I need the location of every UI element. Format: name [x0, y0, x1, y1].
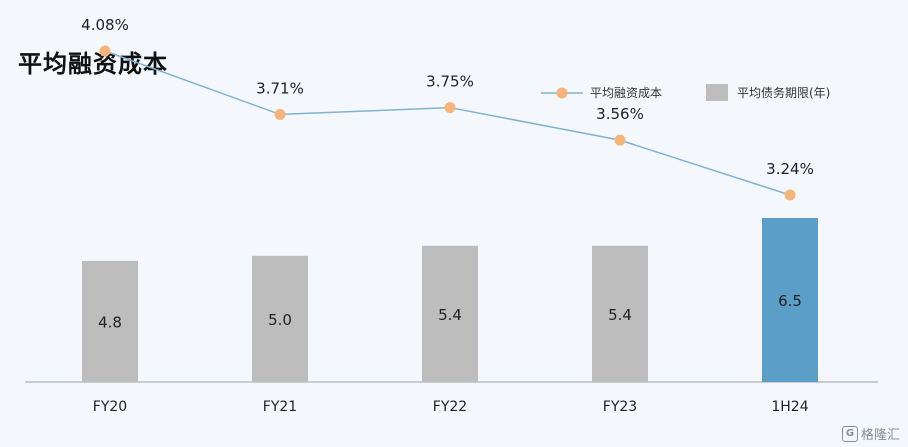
bar-label-FY20: 4.8 [98, 313, 122, 331]
x-tick-label-FY21: FY21 [263, 399, 297, 415]
bar-1H24 [762, 218, 818, 382]
line-label-FY22: 3.75% [426, 73, 474, 91]
legend-line-marker [556, 87, 568, 99]
line-point-1H24 [784, 189, 796, 201]
line-label-FY20: 4.08% [81, 16, 129, 34]
line-label-FY21: 3.71% [256, 79, 304, 97]
bar-label-FY21: 5.0 [268, 311, 292, 329]
line-point-FY21 [274, 108, 286, 120]
line-point-FY23 [614, 134, 626, 146]
legend-bar-swatch [706, 84, 728, 101]
x-tick-label-1H24: 1H24 [771, 399, 808, 415]
legend-label-bar: 平均债务期限(年) [737, 85, 830, 100]
line-point-FY22 [444, 102, 456, 114]
bar-FY22 [422, 245, 478, 382]
x-tick-label-FY20: FY20 [93, 399, 127, 415]
line-label-1H24: 3.24% [766, 160, 814, 178]
line-label-FY23: 3.56% [596, 105, 644, 123]
watermark-logo-icon: G [841, 425, 858, 442]
bar-FY23 [592, 245, 648, 382]
bar-FY21 [252, 255, 308, 382]
legend-label-line: 平均融资成本 [590, 86, 662, 100]
bar-label-FY23: 5.4 [608, 306, 632, 324]
x-tick-label-FY23: FY23 [603, 399, 637, 415]
watermark-text: 格隆汇 [860, 428, 900, 443]
line-point-FY20 [99, 45, 111, 57]
watermark: G 格隆汇 [841, 424, 900, 443]
bar-label-1H24: 6.5 [778, 292, 802, 310]
x-tick-label-FY22: FY22 [433, 399, 467, 415]
bar-FY20 [82, 260, 138, 382]
bar-label-FY22: 5.4 [438, 306, 462, 324]
